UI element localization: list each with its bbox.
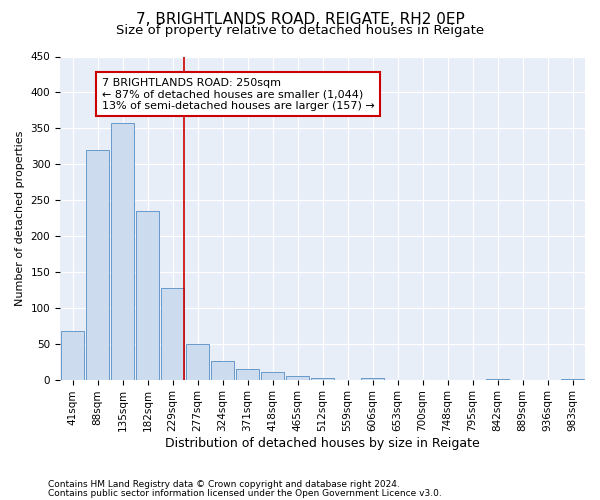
Bar <box>161 288 184 380</box>
Bar <box>486 379 509 380</box>
Bar <box>311 378 334 380</box>
Text: 7 BRIGHTLANDS ROAD: 250sqm
← 87% of detached houses are smaller (1,044)
13% of s: 7 BRIGHTLANDS ROAD: 250sqm ← 87% of deta… <box>102 78 375 110</box>
Text: 7, BRIGHTLANDS ROAD, REIGATE, RH2 0EP: 7, BRIGHTLANDS ROAD, REIGATE, RH2 0EP <box>136 12 464 28</box>
Bar <box>286 376 309 380</box>
Bar <box>136 211 159 380</box>
Text: Contains HM Land Registry data © Crown copyright and database right 2024.: Contains HM Land Registry data © Crown c… <box>48 480 400 489</box>
Bar <box>86 150 109 380</box>
X-axis label: Distribution of detached houses by size in Reigate: Distribution of detached houses by size … <box>165 437 480 450</box>
Bar <box>211 361 234 380</box>
Bar <box>261 372 284 380</box>
Text: Size of property relative to detached houses in Reigate: Size of property relative to detached ho… <box>116 24 484 37</box>
Bar <box>236 369 259 380</box>
Bar <box>561 379 584 380</box>
Y-axis label: Number of detached properties: Number of detached properties <box>15 130 25 306</box>
Bar <box>61 331 84 380</box>
Bar <box>111 122 134 380</box>
Text: Contains public sector information licensed under the Open Government Licence v3: Contains public sector information licen… <box>48 488 442 498</box>
Bar <box>186 344 209 380</box>
Bar <box>361 378 384 380</box>
